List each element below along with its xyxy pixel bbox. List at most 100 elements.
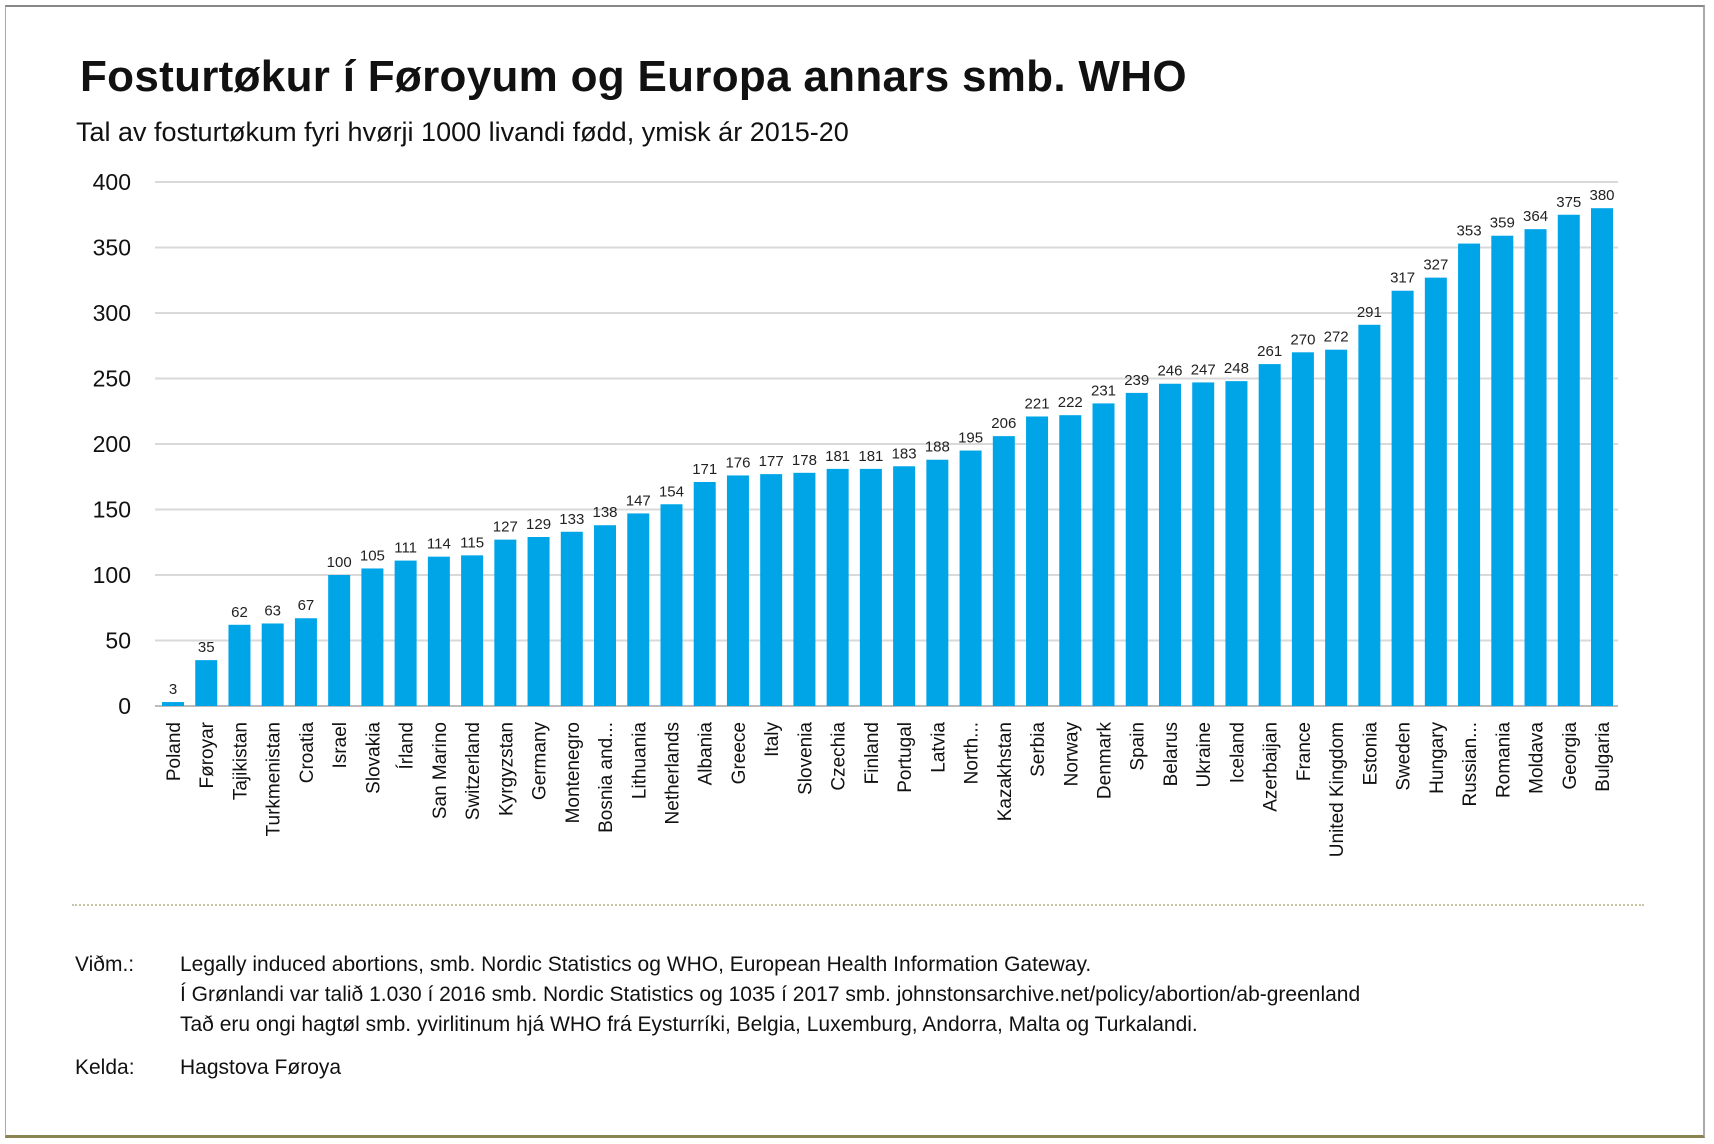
data-label: 270 bbox=[1290, 331, 1315, 348]
x-tick-label: Norway bbox=[1061, 722, 1082, 787]
data-label: 176 bbox=[725, 454, 750, 471]
data-label: 63 bbox=[264, 602, 281, 619]
x-tick-label: Azerbaijan bbox=[1261, 722, 1282, 812]
data-label: 171 bbox=[692, 461, 717, 478]
x-tick-label: Tajikistan bbox=[230, 722, 251, 800]
x-tick-label: Netherlands bbox=[662, 722, 683, 824]
data-label: 100 bbox=[327, 554, 352, 571]
bar bbox=[1158, 383, 1181, 706]
data-label: 154 bbox=[659, 483, 684, 500]
x-tick-label: Israel bbox=[330, 722, 351, 768]
bar bbox=[195, 660, 218, 706]
bar bbox=[527, 537, 550, 706]
bar bbox=[1458, 243, 1481, 706]
data-label: 239 bbox=[1124, 372, 1149, 389]
data-label: 272 bbox=[1324, 329, 1349, 346]
x-tick-label: Hungary bbox=[1427, 722, 1448, 794]
x-tick-label: Moldava bbox=[1527, 722, 1548, 794]
x-tick-label: Ukraine bbox=[1194, 722, 1215, 787]
data-label: 206 bbox=[991, 415, 1016, 432]
bar bbox=[328, 575, 351, 706]
y-tick-label: 150 bbox=[93, 497, 131, 523]
data-label: 327 bbox=[1423, 257, 1448, 274]
x-tick-label: France bbox=[1294, 722, 1315, 781]
source-text: Hagstova Føroya bbox=[180, 1056, 342, 1079]
x-tick-label: San Marino bbox=[430, 722, 451, 819]
data-label: 147 bbox=[626, 492, 651, 509]
x-tick-label: Slovakia bbox=[363, 722, 384, 794]
chart-frame bbox=[5, 5, 1705, 1138]
source-label: Kelda: bbox=[75, 1056, 135, 1079]
bar bbox=[1491, 235, 1514, 706]
x-tick-label: Serbia bbox=[1028, 722, 1049, 777]
x-tick-label: Finland bbox=[862, 722, 883, 784]
data-label: 133 bbox=[559, 511, 584, 528]
bar bbox=[959, 450, 982, 706]
bar bbox=[494, 539, 517, 706]
data-label: 221 bbox=[1025, 395, 1050, 412]
x-tick-label: Portugal bbox=[895, 722, 916, 793]
bar bbox=[427, 556, 450, 706]
bar bbox=[693, 481, 716, 706]
data-label: 35 bbox=[198, 639, 215, 656]
data-label: 188 bbox=[925, 439, 950, 456]
x-tick-label: Kazakhstan bbox=[995, 722, 1016, 821]
x-tick-label: Iceland bbox=[1227, 722, 1248, 783]
x-tick-label: United Kingdom bbox=[1327, 722, 1348, 857]
bar bbox=[992, 436, 1015, 706]
x-tick-label: Slovenia bbox=[795, 722, 816, 795]
x-tick-label: Bulgaria bbox=[1593, 722, 1614, 792]
bar bbox=[594, 525, 617, 706]
chart-subtitle: Tal av fosturtøkum fyri hvørji 1000 liva… bbox=[76, 117, 849, 147]
bar bbox=[361, 568, 384, 706]
data-label: 195 bbox=[958, 430, 983, 447]
bar bbox=[1092, 403, 1115, 706]
bar bbox=[461, 555, 484, 706]
bar bbox=[660, 504, 683, 706]
y-tick-label: 350 bbox=[93, 235, 131, 261]
x-tick-label: Italy bbox=[762, 722, 783, 757]
data-label: 364 bbox=[1523, 208, 1548, 225]
bar bbox=[859, 468, 882, 706]
x-tick-label: Kyrgyzstan bbox=[496, 722, 517, 816]
note-line: Í Grønlandi var talið 1.030 í 2016 smb. … bbox=[180, 983, 1361, 1006]
data-label: 67 bbox=[298, 597, 315, 614]
data-label: 375 bbox=[1556, 194, 1581, 211]
footer-divider bbox=[72, 904, 1644, 906]
bar bbox=[1258, 364, 1281, 706]
x-tick-label: Montenegro bbox=[563, 722, 584, 823]
data-label: 246 bbox=[1157, 363, 1182, 380]
data-label: 261 bbox=[1257, 343, 1282, 360]
bar bbox=[1325, 349, 1348, 706]
x-tick-label: Spain bbox=[1128, 722, 1149, 771]
bar bbox=[1125, 392, 1148, 706]
bar bbox=[726, 475, 749, 706]
data-label: 181 bbox=[825, 448, 850, 465]
x-tick-label: Czechia bbox=[829, 722, 850, 791]
data-label: 105 bbox=[360, 547, 385, 564]
data-label: 181 bbox=[858, 448, 883, 465]
note-line: Legally induced abortions, smb. Nordic S… bbox=[180, 953, 1092, 976]
x-tick-label: Bosnia and... bbox=[596, 722, 617, 833]
bar bbox=[1424, 277, 1447, 706]
data-label: 3 bbox=[169, 681, 177, 698]
bar bbox=[760, 474, 783, 706]
data-label: 114 bbox=[427, 536, 451, 553]
bar bbox=[1358, 324, 1381, 706]
x-tick-label: Belarus bbox=[1161, 722, 1182, 786]
bar bbox=[1225, 381, 1248, 706]
data-label: 353 bbox=[1457, 223, 1482, 240]
x-tick-label: North... bbox=[962, 722, 983, 784]
x-tick-label: Romania bbox=[1493, 722, 1514, 798]
x-tick-label: Sweden bbox=[1394, 722, 1415, 791]
data-label: 231 bbox=[1091, 382, 1116, 399]
y-tick-label: 300 bbox=[93, 300, 131, 326]
y-tick-label: 50 bbox=[105, 628, 131, 654]
y-tick-label: 400 bbox=[93, 169, 131, 195]
data-label: 62 bbox=[231, 604, 248, 621]
data-label: 138 bbox=[593, 504, 618, 521]
x-tick-label: Írland bbox=[397, 722, 418, 770]
x-tick-label: Greece bbox=[729, 722, 750, 784]
x-tick-label: Poland bbox=[164, 722, 185, 781]
